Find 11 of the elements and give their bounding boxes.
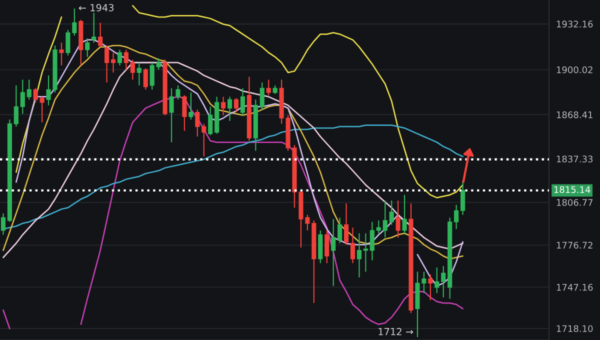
y-tick-label: 1718.10: [556, 325, 593, 332]
annotation: ← 1943: [78, 4, 114, 12]
y-tick-label: 1837.33: [556, 156, 593, 162]
y-tick-label: 1806.77: [556, 199, 593, 206]
ref-line-label: 1815.14: [554, 186, 590, 194]
y-tick-label: 1868.41: [556, 111, 592, 118]
y-tick-label: 1900.02: [556, 66, 592, 74]
annotation: 1712 →: [378, 328, 414, 336]
y-tick-label: 1932.16: [556, 20, 593, 28]
y-tick-label: 1776.72: [556, 242, 592, 249]
y-tick-label: 1747.16: [556, 284, 593, 291]
